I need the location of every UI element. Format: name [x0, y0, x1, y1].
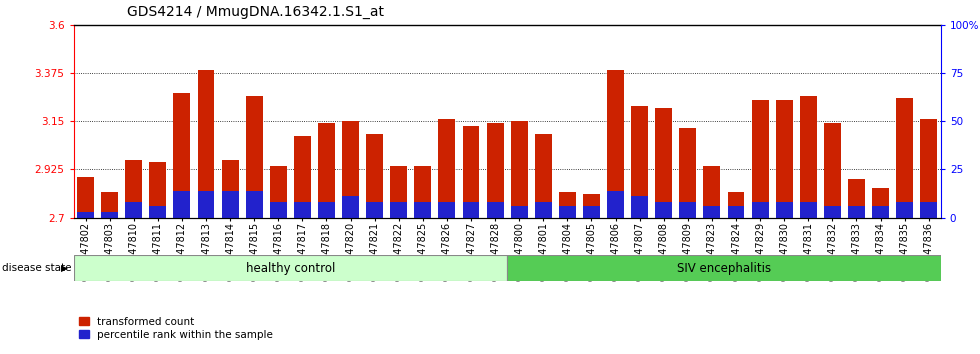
Bar [897, 98, 913, 218]
Text: ▶: ▶ [61, 264, 68, 273]
Bar [463, 126, 479, 218]
Bar [776, 202, 793, 218]
Bar [535, 134, 552, 218]
Bar [752, 100, 768, 218]
Bar [342, 121, 359, 218]
Bar [101, 212, 118, 218]
Bar [872, 206, 889, 218]
Bar [656, 202, 672, 218]
Bar [583, 194, 600, 218]
Bar [752, 202, 768, 218]
Bar [704, 166, 720, 218]
Legend: transformed count, percentile rank within the sample: transformed count, percentile rank withi… [78, 317, 273, 340]
Bar [727, 206, 745, 218]
Bar [559, 192, 576, 218]
Bar [727, 192, 745, 218]
Bar [535, 202, 552, 218]
Bar [415, 202, 431, 218]
Bar [246, 191, 263, 218]
Bar [608, 191, 624, 218]
Bar [511, 121, 527, 218]
Bar [367, 134, 383, 218]
Text: GDS4214 / MmugDNA.16342.1.S1_at: GDS4214 / MmugDNA.16342.1.S1_at [127, 5, 384, 19]
Bar [583, 206, 600, 218]
Bar [487, 124, 504, 218]
Bar [101, 192, 118, 218]
Bar [656, 108, 672, 218]
Bar [824, 206, 841, 218]
Bar [342, 196, 359, 218]
Text: healthy control: healthy control [246, 262, 335, 275]
Bar [487, 202, 504, 218]
Bar [149, 162, 167, 218]
Text: disease state: disease state [2, 263, 72, 273]
Bar [74, 255, 508, 281]
Bar [631, 196, 648, 218]
Bar [559, 206, 576, 218]
Bar [800, 96, 816, 218]
Bar [173, 93, 190, 218]
Bar [848, 179, 865, 218]
Bar [776, 100, 793, 218]
Bar [77, 212, 94, 218]
Bar [848, 206, 865, 218]
Bar [824, 124, 841, 218]
Bar [246, 96, 263, 218]
Bar [415, 166, 431, 218]
Bar [221, 191, 238, 218]
Bar [438, 202, 456, 218]
Bar [125, 202, 142, 218]
Bar [390, 202, 407, 218]
Bar [77, 177, 94, 218]
Bar [270, 166, 287, 218]
Bar [221, 160, 238, 218]
Bar [920, 119, 937, 218]
Bar [294, 202, 311, 218]
Bar [631, 106, 648, 218]
Bar [294, 136, 311, 218]
Bar [508, 255, 941, 281]
Bar [367, 202, 383, 218]
Bar [149, 206, 167, 218]
Bar [679, 128, 696, 218]
Bar [897, 202, 913, 218]
Bar [390, 166, 407, 218]
Bar [438, 119, 456, 218]
Bar [173, 191, 190, 218]
Bar [608, 70, 624, 218]
Text: SIV encephalitis: SIV encephalitis [677, 262, 771, 275]
Bar [270, 202, 287, 218]
Bar [872, 188, 889, 218]
Bar [198, 70, 215, 218]
Bar [318, 202, 335, 218]
Bar [704, 206, 720, 218]
Bar [920, 202, 937, 218]
Bar [463, 202, 479, 218]
Bar [800, 202, 816, 218]
Bar [511, 206, 527, 218]
Bar [198, 191, 215, 218]
Bar [125, 160, 142, 218]
Bar [318, 124, 335, 218]
Bar [679, 202, 696, 218]
